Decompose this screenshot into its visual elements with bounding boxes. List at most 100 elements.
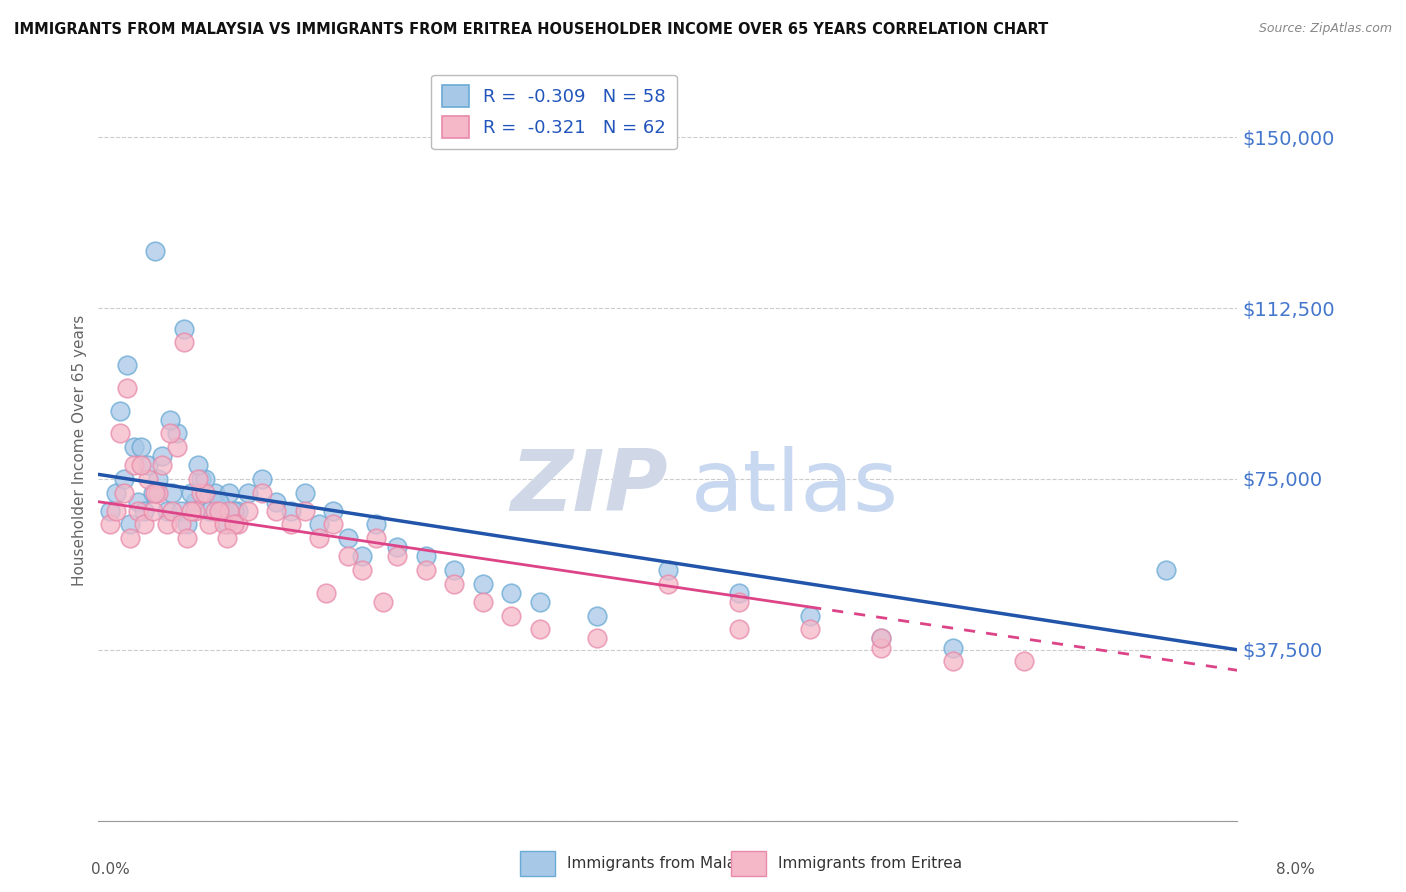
Point (364, 531, 387, 545)
Point (222, 517, 245, 532)
Point (204, 485, 226, 500)
Point (280, 504, 302, 518)
Point (266, 504, 288, 518)
Point (226, 504, 249, 518)
Point (585, 632, 607, 646)
Point (115, 381, 138, 395)
Point (98, 517, 121, 532)
Legend: R =  -0.309   N = 58, R =  -0.321   N = 62: R = -0.309 N = 58, R = -0.321 N = 62 (432, 75, 676, 149)
Text: 0.0%: 0.0% (91, 863, 131, 877)
Point (218, 504, 240, 518)
Point (226, 517, 249, 532)
Point (108, 403, 131, 417)
Point (471, 576, 494, 591)
Point (159, 426, 181, 441)
Point (212, 517, 235, 532)
Point (176, 517, 198, 532)
Point (145, 485, 167, 500)
Point (585, 608, 607, 623)
Point (145, 244, 167, 259)
Text: 8.0%: 8.0% (1275, 863, 1315, 877)
Y-axis label: Householder Income Over 65 years: Householder Income Over 65 years (72, 315, 87, 586)
Point (208, 494, 231, 508)
Point (198, 517, 221, 532)
Point (1154, 563, 1177, 577)
Point (322, 517, 344, 532)
Point (443, 576, 465, 591)
Point (156, 504, 179, 518)
Point (148, 472, 170, 486)
Point (148, 485, 170, 500)
Point (870, 632, 893, 646)
Point (104, 504, 127, 518)
Point (350, 549, 373, 564)
Text: ZIP: ZIP (510, 446, 668, 529)
Point (294, 485, 316, 500)
Point (136, 458, 159, 473)
Point (194, 472, 217, 486)
Point (156, 517, 179, 532)
Point (132, 517, 155, 532)
Point (162, 504, 184, 518)
Point (215, 517, 238, 532)
Point (112, 472, 135, 486)
Text: atlas: atlas (690, 446, 898, 529)
Point (371, 595, 394, 609)
Point (529, 622, 551, 636)
Point (212, 504, 235, 518)
Point (501, 608, 523, 623)
Point (127, 504, 149, 518)
Point (942, 654, 965, 668)
Point (471, 595, 494, 609)
Point (152, 458, 174, 473)
Point (98, 504, 121, 518)
Point (657, 563, 679, 577)
Point (387, 549, 409, 564)
Point (657, 576, 679, 591)
Text: Immigrants from Eritrea: Immigrants from Eritrea (778, 856, 962, 871)
Point (141, 504, 163, 518)
Point (204, 504, 226, 518)
Point (170, 504, 193, 518)
Point (942, 640, 965, 655)
Point (222, 504, 245, 518)
Point (236, 485, 259, 500)
Point (236, 504, 259, 518)
Point (799, 622, 821, 636)
Point (122, 440, 145, 454)
Point (308, 531, 330, 545)
Point (218, 485, 240, 500)
Point (127, 494, 149, 508)
Point (115, 358, 138, 372)
Point (166, 426, 188, 441)
Point (336, 531, 359, 545)
Point (118, 531, 141, 545)
Point (280, 517, 302, 532)
Point (322, 504, 344, 518)
Point (104, 485, 127, 500)
Point (187, 472, 209, 486)
Point (187, 458, 209, 473)
Point (529, 595, 551, 609)
Point (141, 485, 163, 500)
Point (129, 458, 152, 473)
Point (728, 586, 751, 600)
Point (129, 440, 152, 454)
Text: Source: ZipAtlas.com: Source: ZipAtlas.com (1258, 22, 1392, 36)
Point (108, 426, 131, 441)
Point (250, 472, 273, 486)
Point (184, 494, 207, 508)
Point (799, 608, 821, 623)
Point (215, 531, 238, 545)
Point (336, 549, 359, 564)
Point (136, 472, 159, 486)
Point (173, 335, 195, 350)
Point (132, 504, 155, 518)
Point (415, 549, 437, 564)
Point (350, 563, 373, 577)
Point (190, 485, 212, 500)
Point (166, 440, 188, 454)
Point (176, 531, 198, 545)
Point (308, 517, 330, 532)
Point (184, 504, 207, 518)
